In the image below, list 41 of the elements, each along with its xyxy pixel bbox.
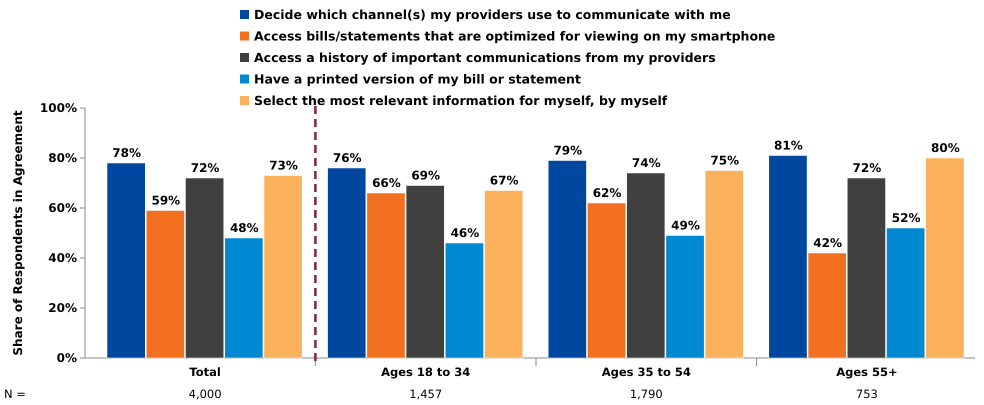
text: 72% xyxy=(852,161,882,175)
legend-label: Have a printed version of my bill or statement xyxy=(254,72,581,86)
text: 78% xyxy=(112,146,141,160)
text: 42% xyxy=(813,236,842,250)
text: 59% xyxy=(151,194,180,208)
y-tick-label: 40% xyxy=(48,251,77,265)
text: N = xyxy=(4,387,26,401)
text: 1,790 xyxy=(630,387,663,401)
text: 753 xyxy=(856,387,878,401)
text: 72% xyxy=(190,161,220,175)
legend-label: Access bills/statements that are optimized for viewing on my smartphone xyxy=(254,28,776,44)
x-tick-label: Ages 35 to 54 xyxy=(602,365,691,379)
legend-label: Select the most relevant information for myself, by myself xyxy=(254,93,668,108)
text: 52% xyxy=(892,211,921,225)
text: 62% xyxy=(592,186,622,200)
text: 80% xyxy=(931,141,960,155)
text: 66% xyxy=(372,176,401,190)
text: 76% xyxy=(332,151,362,165)
text: 69% xyxy=(411,168,440,182)
text: 1,457 xyxy=(409,387,442,401)
text: 48% xyxy=(230,221,259,235)
legend-label: Decide which channel(s) my providers use to communicate with me xyxy=(254,7,731,22)
legend-label: Access a history of important communications from my providers xyxy=(254,50,716,65)
y-tick-label: 0% xyxy=(56,351,77,365)
y-axis-title: Share of Respondents in Agreement xyxy=(11,110,25,356)
text: 75% xyxy=(710,154,740,168)
x-tick-label: Ages 18 to 34 xyxy=(381,365,470,379)
text: 73% xyxy=(269,158,298,172)
y-tick-label: 60% xyxy=(48,201,77,215)
text: 74% xyxy=(632,156,661,170)
y-tick-label: 100% xyxy=(40,101,77,115)
y-tick-label: 20% xyxy=(48,301,77,315)
text: 46% xyxy=(450,226,480,240)
x-tick-label: Total xyxy=(189,365,221,379)
text: 4,000 xyxy=(188,387,222,401)
text: 49% xyxy=(671,218,700,232)
y-tick-label: 80% xyxy=(48,151,77,165)
text: 79% xyxy=(553,144,582,158)
text: 67% xyxy=(490,174,519,188)
text: 81% xyxy=(774,138,803,152)
x-tick-label: Ages 55+ xyxy=(836,365,898,379)
